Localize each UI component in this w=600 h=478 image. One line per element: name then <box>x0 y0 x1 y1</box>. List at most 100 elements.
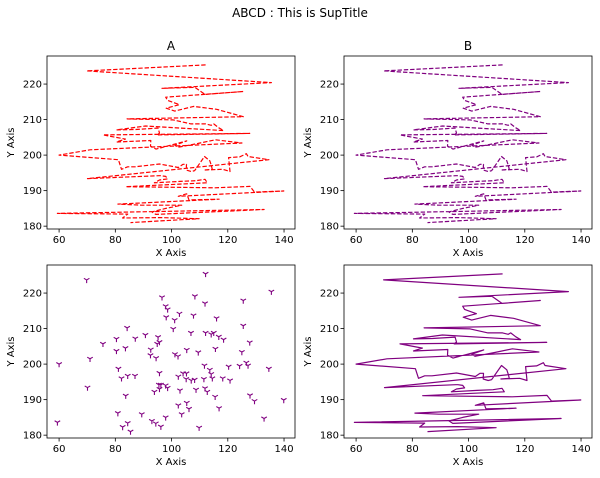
data-point <box>114 411 121 417</box>
y-tick-label: 180 <box>23 431 42 442</box>
data-point <box>210 330 217 337</box>
data-point <box>124 325 131 332</box>
y-tick-label: 210 <box>320 324 339 335</box>
data-point <box>148 418 155 425</box>
data-point <box>84 385 91 391</box>
y-tick-label: 210 <box>23 324 42 335</box>
x-tick-label: 140 <box>571 444 590 455</box>
axes-frame <box>343 55 593 230</box>
x-tick-label: 80 <box>406 235 419 246</box>
data-point <box>240 298 247 304</box>
data-point <box>213 316 220 322</box>
data-line <box>353 273 582 433</box>
y-tick-label: 220 <box>23 289 42 300</box>
x-tick-label: 120 <box>515 444 534 455</box>
data-point <box>171 352 178 358</box>
data-point <box>175 403 182 409</box>
data-point <box>208 332 215 338</box>
data-point <box>147 353 154 359</box>
data-point <box>280 397 287 404</box>
data-point <box>195 350 202 356</box>
plot-area <box>353 64 582 224</box>
data-point <box>86 356 94 362</box>
data-point <box>206 367 213 373</box>
suptitle: ABCD : This is SupTitle <box>232 6 368 20</box>
data-point <box>183 371 190 377</box>
data-point <box>236 363 243 370</box>
data-point <box>244 363 252 369</box>
data-point <box>204 389 211 396</box>
axes-frame <box>46 264 296 439</box>
x-tick-label: 140 <box>274 444 293 455</box>
data-point <box>191 294 198 300</box>
data-point <box>113 348 120 355</box>
data-point <box>185 406 193 413</box>
data-point <box>152 421 159 427</box>
data-point <box>219 376 226 382</box>
data-point <box>201 363 208 369</box>
data-point <box>240 323 247 329</box>
data-point <box>162 415 169 421</box>
x-tick-label: 80 <box>109 444 122 455</box>
data-point <box>225 364 232 370</box>
data-point <box>200 376 207 383</box>
data-point <box>183 347 190 354</box>
x-tick-label: 60 <box>53 444 66 455</box>
data-point <box>202 271 209 278</box>
x-tick-label: 60 <box>53 235 66 246</box>
data-point <box>246 393 254 399</box>
data-point <box>119 424 126 431</box>
y-tick-label: 190 <box>23 186 42 197</box>
data-point <box>209 376 216 382</box>
x-tick-label: 60 <box>350 444 363 455</box>
x-axis-label: X Axis <box>156 457 187 468</box>
data-point <box>124 421 131 427</box>
y-tick-label: 190 <box>320 395 339 406</box>
x-axis-label: X Axis <box>156 248 187 259</box>
plot-area <box>353 273 582 433</box>
y-axis-label: Y Axis <box>303 127 314 158</box>
data-point <box>183 400 190 407</box>
x-tick-label: 80 <box>406 444 419 455</box>
data-point <box>251 398 258 405</box>
data-point <box>176 311 183 317</box>
data-line <box>56 64 285 224</box>
x-tick-label: 100 <box>459 235 478 246</box>
data-point <box>201 301 209 307</box>
data-point <box>171 317 178 324</box>
subplot-title: B <box>464 39 472 53</box>
data-point <box>268 289 275 295</box>
data-point <box>118 376 125 382</box>
y-tick-label: 200 <box>320 151 339 162</box>
data-point <box>99 341 107 348</box>
data-point <box>175 374 182 380</box>
axes-frame <box>343 264 593 439</box>
data-point <box>155 335 162 341</box>
data-point <box>158 295 166 301</box>
x-axis-label: X Axis <box>453 248 484 259</box>
data-point <box>265 366 272 372</box>
data-point <box>132 336 139 342</box>
subplot-4: 60 80 100 120 140 180 190 200 210 220 X Axis Y Axis <box>303 264 593 468</box>
data-point <box>227 378 234 384</box>
x-tick-label: 120 <box>218 444 237 455</box>
x-tick-label: 140 <box>274 235 293 246</box>
data-point <box>164 385 171 392</box>
y-tick-label: 190 <box>23 395 42 406</box>
y-tick-label: 180 <box>320 222 339 233</box>
x-tick-label: 120 <box>515 235 534 246</box>
data-point <box>131 373 139 380</box>
data-point <box>212 394 219 400</box>
y-axis-label: Y Axis <box>6 336 17 367</box>
data-point <box>196 425 203 431</box>
y-tick-label: 220 <box>320 289 339 300</box>
data-point <box>212 346 219 353</box>
subplot-2: 60 80 100 120 140 180 190 200 210 220 X Axis Y Axis… <box>303 39 593 259</box>
x-tick-label: 120 <box>218 235 237 246</box>
data-point <box>115 366 122 372</box>
data-point <box>138 412 145 418</box>
y-tick-label: 190 <box>320 186 339 197</box>
data-point <box>188 378 195 384</box>
data-point <box>154 341 161 348</box>
data-point <box>157 424 164 430</box>
